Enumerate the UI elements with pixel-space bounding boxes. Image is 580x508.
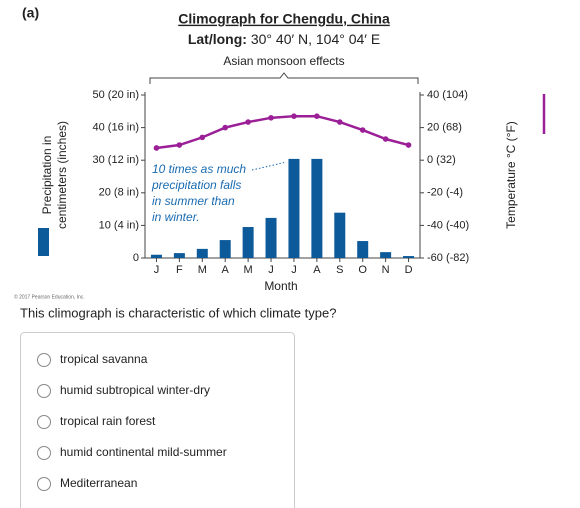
bar [380,252,392,258]
temperature-point [359,127,366,133]
question: This climograph is characteristic of whi… [20,305,336,320]
x-tick-label: J [291,264,297,276]
x-tick-label: D [405,264,413,276]
temperature-point [382,136,389,142]
y-tick-label: 10 (4 in) [99,219,139,231]
annotation-line: in summer than [152,194,235,208]
temperature-point [176,142,183,148]
y2-tick-label: -60 (-82) [427,252,469,264]
x-tick-label: O [358,264,367,276]
copyright: © 2017 Pearson Education, Inc. [14,293,85,300]
y-tick-label: 0 [133,252,139,264]
chart-subtitle: Lat/long: 30° 40′ N, 104° 04′ E [188,31,380,47]
y-tick-label: 40 (16 in) [93,122,139,134]
options-box [20,332,295,508]
x-tick-label: N [382,264,390,276]
temperature-point [245,119,251,125]
bar [357,241,369,258]
option-label[interactable]: Mediterranean [60,476,137,490]
bar [173,253,185,258]
temperature-point [268,115,274,121]
annotation-arrow [251,161,287,171]
x-tick-label: J [268,264,274,276]
radio-button[interactable] [37,415,51,429]
option-label[interactable]: humid continental mild-summer [60,445,227,459]
temperature-point [153,145,160,151]
x-tick-label: M [198,264,207,276]
x-tick-label: S [336,264,343,276]
x-tick-label: A [313,264,321,276]
panel-label: (a) [22,5,39,21]
bar [265,217,277,258]
y-tick-label: 20 (8 in) [99,187,139,199]
option[interactable]: humid continental mild-summer [37,445,227,460]
temperature-point [291,113,297,119]
option-label[interactable]: humid subtropical winter-dry [60,383,210,397]
temperature-point [405,142,412,148]
option-label[interactable]: tropical savanna [60,352,148,366]
annotation: 10 times as much precipitation falls in su… [151,162,246,224]
legend-swatch [38,228,49,256]
y-axis-label: Precipitation in [40,136,54,215]
x-axis-label: Month [264,279,297,293]
bar [219,240,231,258]
radio-button[interactable] [37,477,51,491]
y2-tick-label: -40 (-40) [427,219,469,231]
y2-tick-label: 0 (32) [427,154,456,166]
bar [334,212,346,258]
radio-button[interactable] [37,353,51,367]
temperature-point [336,119,343,125]
annotation-line: precipitation falls [151,178,241,192]
y2-tick-label: -20 (-4) [427,187,463,199]
y2-axis-label: Temperature °C (°F) [504,121,518,229]
bar [403,256,415,258]
bar [311,158,323,258]
y-axis-label: centimeters (inches) [55,121,69,229]
temperature-point [222,124,229,131]
chart-title: Climograph for Chengdu, China [178,11,390,27]
y2-tick-label: 20 (68) [427,122,462,134]
x-tick-label: M [244,264,253,276]
bar [196,248,208,258]
temperature-line [156,114,409,150]
bar [242,227,254,258]
subtitle-label: Lat/long: [188,31,247,47]
bracket-label: Asian monsoon effects [223,54,344,68]
option[interactable]: tropical savanna [37,352,148,367]
subtitle-text: 30° 40′ N, 104° 04′ E [251,31,380,47]
option-label[interactable]: tropical rain forest [60,414,156,428]
temperature-point [314,113,320,119]
x-tick-label: A [222,264,230,276]
option[interactable]: Mediterranean [37,476,138,491]
bracket [149,72,419,84]
temperature-point [199,134,206,141]
annotation-line: in winter. [152,210,200,224]
x-tick-label: F [176,264,183,276]
y2-tick-label: 40 (104) [427,89,468,101]
x-tick-label: J [154,264,160,276]
option[interactable]: tropical rain forest [37,414,157,429]
radio-button[interactable] [37,446,51,460]
bar [150,254,162,258]
bar [288,158,300,258]
y-tick-label: 50 (20 in) [93,89,139,101]
annotation-line: 10 times as much [152,162,246,176]
y-tick-label: 30 (12 in) [93,154,139,166]
radio-button[interactable] [37,384,51,398]
option[interactable]: humid subtropical winter-dry [37,383,211,398]
